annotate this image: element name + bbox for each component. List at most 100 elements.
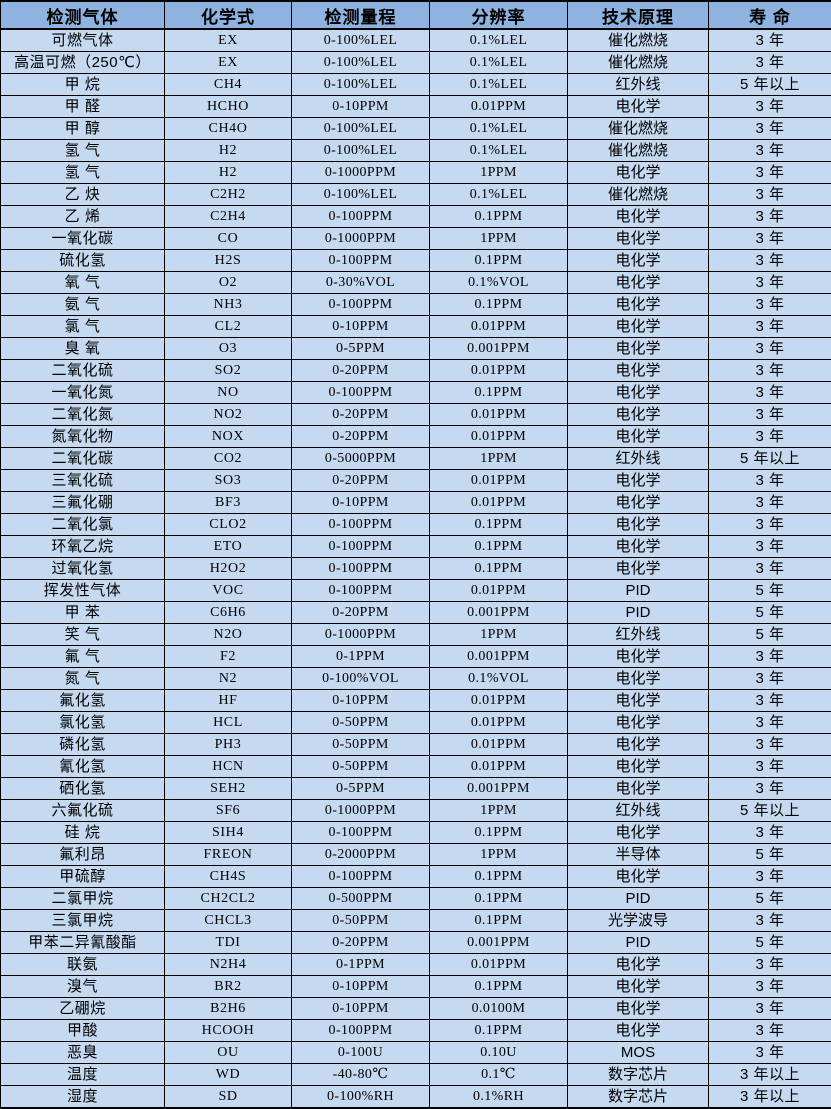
cell-gas-name: 联氨 [1,954,165,976]
cell-resolution: 0.1PPM [430,536,568,558]
cell-technology: 电化学 [568,492,709,514]
cell-lifespan: 3 年 [709,778,831,800]
cell-chemical-formula: EX [165,29,292,52]
cell-detection-range: 0-10PPM [292,492,430,514]
cell-chemical-formula: B2H6 [165,998,292,1020]
cell-technology: PID [568,932,709,954]
cell-resolution: 0.1PPM [430,294,568,316]
cell-resolution: 0.001PPM [430,646,568,668]
cell-technology: PID [568,580,709,602]
cell-detection-range: 0-1PPM [292,646,430,668]
cell-detection-range: 0-50PPM [292,756,430,778]
cell-chemical-formula: SEH2 [165,778,292,800]
cell-gas-name: 可燃气体 [1,29,165,52]
cell-technology: 电化学 [568,162,709,184]
cell-chemical-formula: O3 [165,338,292,360]
cell-gas-name: 臭 氧 [1,338,165,360]
cell-lifespan: 3 年 [709,382,831,404]
cell-resolution: 1PPM [430,624,568,646]
cell-lifespan: 3 年 [709,96,831,118]
cell-lifespan: 3 年 [709,954,831,976]
cell-lifespan: 3 年 [709,492,831,514]
cell-technology: 电化学 [568,338,709,360]
cell-chemical-formula: FREON [165,844,292,866]
cell-technology: 电化学 [568,756,709,778]
cell-lifespan: 5 年以上 [709,448,831,470]
cell-chemical-formula: CO [165,228,292,250]
cell-resolution: 1PPM [430,844,568,866]
cell-technology: 电化学 [568,646,709,668]
cell-gas-name: 笑 气 [1,624,165,646]
cell-detection-range: 0-100%LEL [292,52,430,74]
cell-gas-name: 六氟化硫 [1,800,165,822]
cell-gas-name: 三氯甲烷 [1,910,165,932]
cell-technology: 电化学 [568,822,709,844]
cell-chemical-formula: SF6 [165,800,292,822]
cell-lifespan: 3 年 [709,998,831,1020]
cell-detection-range: 0-20PPM [292,932,430,954]
cell-resolution: 0.01PPM [430,492,568,514]
column-header-technology: 技术原理 [568,1,709,29]
cell-detection-range: 0-50PPM [292,734,430,756]
cell-lifespan: 5 年 [709,602,831,624]
cell-resolution: 0.001PPM [430,602,568,624]
cell-resolution: 0.001PPM [430,932,568,954]
cell-chemical-formula: N2O [165,624,292,646]
cell-lifespan: 3 年 [709,690,831,712]
cell-resolution: 0.01PPM [430,756,568,778]
cell-lifespan: 3 年 [709,470,831,492]
cell-detection-range: 0-10PPM [292,690,430,712]
cell-resolution: 0.1PPM [430,514,568,536]
cell-chemical-formula: H2 [165,140,292,162]
cell-gas-name: 一氧化碳 [1,228,165,250]
cell-chemical-formula: BF3 [165,492,292,514]
cell-detection-range: 0-100%VOL [292,668,430,690]
cell-gas-name: 乙 烯 [1,206,165,228]
cell-chemical-formula: N2 [165,668,292,690]
cell-detection-range: 0-100PPM [292,536,430,558]
cell-lifespan: 5 年以上 [709,74,831,96]
cell-resolution: 0.1%RH [430,1086,568,1109]
cell-detection-range: 0-20PPM [292,360,430,382]
cell-chemical-formula: H2S [165,250,292,272]
cell-chemical-formula: N2H4 [165,954,292,976]
cell-lifespan: 3 年 [709,338,831,360]
cell-gas-name: 过氧化氢 [1,558,165,580]
cell-gas-name: 氟化氢 [1,690,165,712]
cell-resolution: 0.1%LEL [430,140,568,162]
cell-resolution: 0.01PPM [430,404,568,426]
cell-detection-range: 0-2000PPM [292,844,430,866]
cell-technology: 电化学 [568,1020,709,1042]
cell-detection-range: 0-1000PPM [292,162,430,184]
cell-chemical-formula: CLO2 [165,514,292,536]
cell-gas-name: 二氧化碳 [1,448,165,470]
cell-resolution: 0.001PPM [430,778,568,800]
cell-gas-name: 乙硼烷 [1,998,165,1020]
cell-technology: 电化学 [568,360,709,382]
cell-gas-name: 甲 苯 [1,602,165,624]
cell-detection-range: 0-100PPM [292,1020,430,1042]
cell-detection-range: 0-100PPM [292,294,430,316]
cell-technology: 电化学 [568,998,709,1020]
cell-gas-name: 氮 气 [1,668,165,690]
column-header-formula: 化学式 [165,1,292,29]
cell-gas-name: 一氧化氮 [1,382,165,404]
cell-lifespan: 3 年 [709,316,831,338]
cell-gas-name: 湿度 [1,1086,165,1109]
cell-detection-range: 0-1000PPM [292,624,430,646]
cell-resolution: 0.01PPM [430,580,568,602]
